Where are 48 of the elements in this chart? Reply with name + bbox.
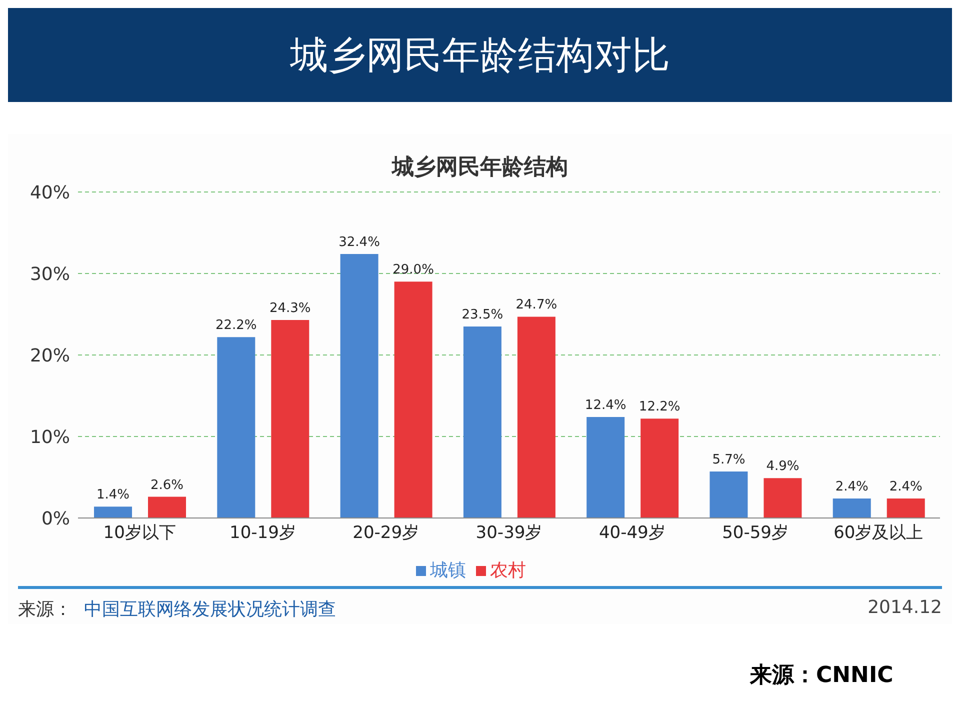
bar <box>764 478 802 518</box>
bar <box>340 254 378 518</box>
data-label: 2.4% <box>889 479 922 494</box>
y-tick-label: 40% <box>30 182 70 204</box>
bar <box>94 506 132 518</box>
data-label: 29.0% <box>392 262 434 278</box>
data-label: 1.4% <box>96 488 130 503</box>
bar <box>394 282 432 518</box>
x-tick-label: 50-59岁 <box>722 523 788 544</box>
data-label: 22.2% <box>215 318 257 334</box>
bar <box>217 337 256 518</box>
chart-subtitle: 城乡网民年龄结构 <box>390 154 569 182</box>
data-label: 12.4% <box>584 398 626 413</box>
legend-label: 农村 <box>490 560 526 581</box>
data-label: 2.4% <box>835 479 868 494</box>
y-tick-label: 20% <box>30 345 70 366</box>
y-tick-label: 10% <box>30 426 70 448</box>
bar <box>463 326 502 518</box>
source-note: 来源：CNNIC <box>740 656 904 694</box>
x-tick-label: 10-19岁 <box>230 523 296 544</box>
bar <box>586 416 625 518</box>
x-tick-label: 10岁以下 <box>103 523 176 544</box>
data-label: 2.6% <box>150 478 184 493</box>
data-label: 24.3% <box>269 300 311 316</box>
data-label: 4.9% <box>766 459 800 474</box>
bar <box>886 498 925 518</box>
data-label: 24.7% <box>516 298 558 313</box>
bar <box>710 472 748 518</box>
source-note: 来源： <box>18 598 72 621</box>
data-label: 23.5% <box>462 307 504 322</box>
x-tick-label: 30-39岁 <box>476 523 542 544</box>
bar <box>640 418 679 518</box>
data-label: 5.7% <box>712 452 746 468</box>
data-label: 12.2% <box>638 400 680 415</box>
y-tick-label: 30% <box>30 264 70 285</box>
legend-label: 城镇 <box>430 560 466 581</box>
y-tick-label: 0% <box>41 508 70 530</box>
x-tick-label: 20-29岁 <box>352 523 420 544</box>
text: 中国互联网络发展状况统计调查 <box>84 598 336 621</box>
bar <box>148 496 186 518</box>
bar <box>832 498 871 518</box>
chart-title: 城乡网民年龄结构对比 <box>8 8 952 102</box>
bar <box>271 320 310 518</box>
x-tick-label: 40-49岁 <box>598 523 666 544</box>
data-label: 32.4% <box>338 234 380 250</box>
text: 2014.12 <box>868 597 942 620</box>
bar <box>517 316 556 518</box>
x-tick-label: 60岁及以上 <box>834 523 924 544</box>
